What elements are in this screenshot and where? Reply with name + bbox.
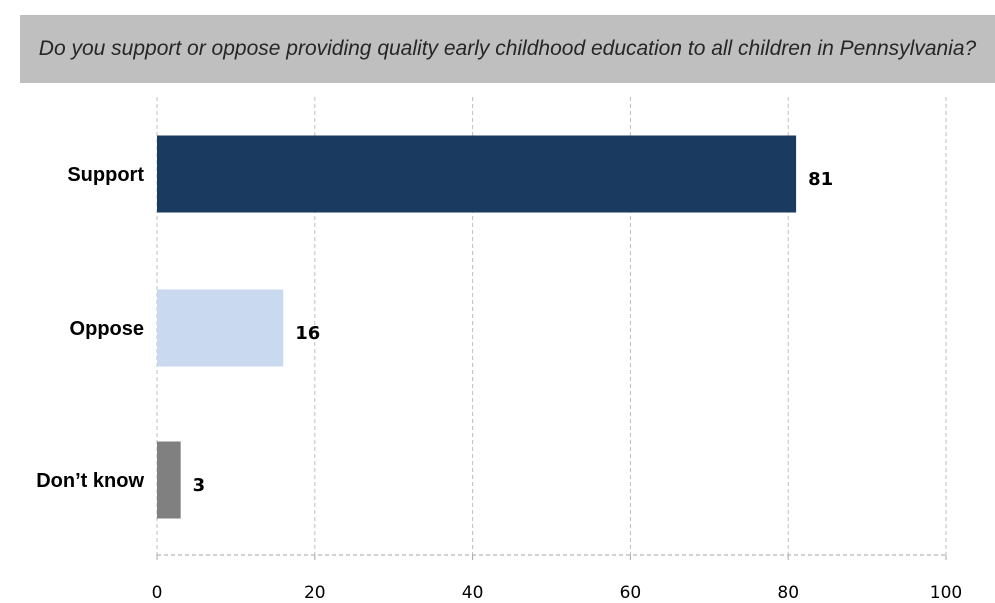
x-tick-label-40: 40 xyxy=(462,583,484,603)
category-label-2: Don’t know xyxy=(36,470,144,492)
category-label-1: Oppose xyxy=(70,318,144,340)
chart-title: Do you support or oppose providing quali… xyxy=(38,37,977,60)
x-tick-label-100: 100 xyxy=(930,583,962,603)
chart-title-box: Do you support or oppose providing quali… xyxy=(20,15,995,83)
category-label-0: Support xyxy=(67,164,144,186)
x-tick-label-20: 20 xyxy=(304,583,326,603)
bar-0 xyxy=(157,135,797,213)
bar-2 xyxy=(157,441,181,519)
value-label-0: 81 xyxy=(808,169,833,190)
x-tick-label-60: 60 xyxy=(620,583,642,603)
x-tick-label-0: 0 xyxy=(152,583,163,603)
value-label-1: 16 xyxy=(295,323,320,344)
x-tick-label-80: 80 xyxy=(777,583,799,603)
value-label-2: 3 xyxy=(193,475,206,496)
bar-1 xyxy=(157,289,284,367)
